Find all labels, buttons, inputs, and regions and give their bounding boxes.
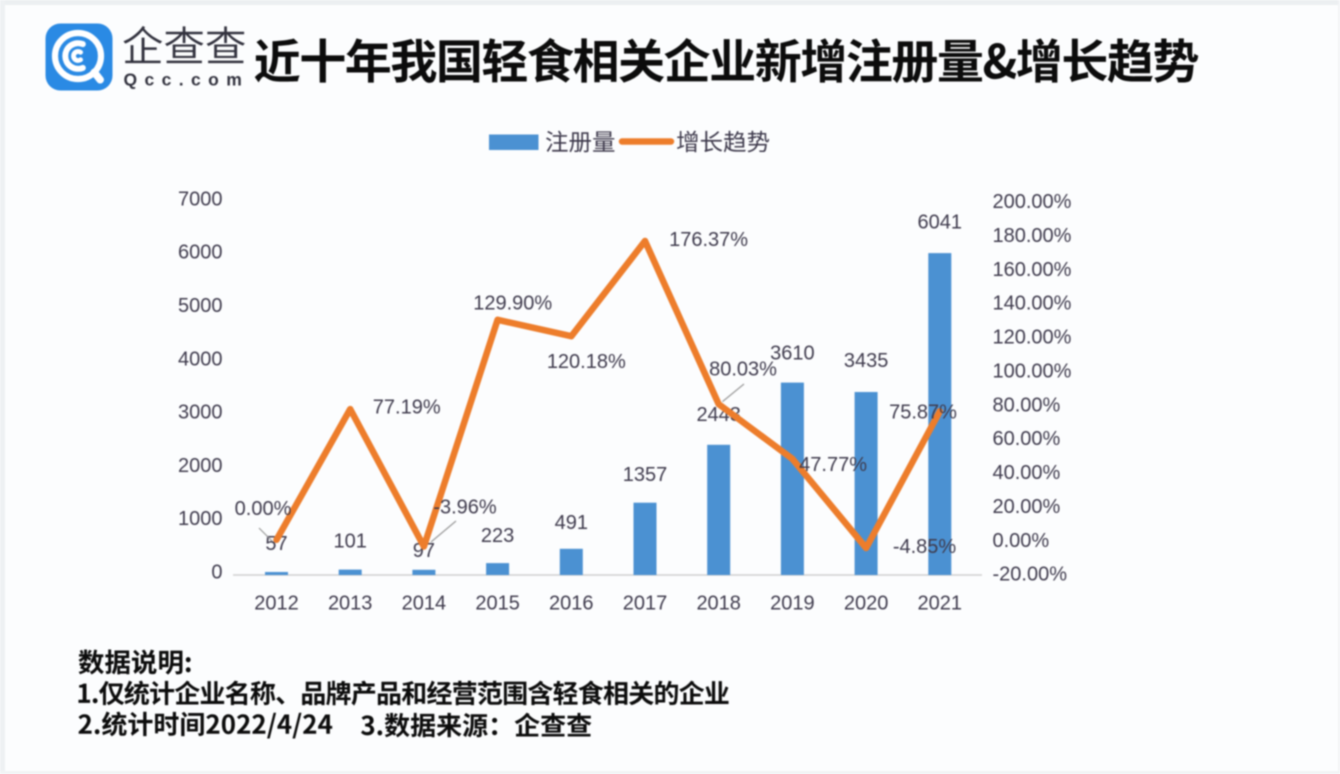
svg-text:3435: 3435 <box>844 350 889 372</box>
svg-text:200.00%: 200.00% <box>993 191 1072 213</box>
svg-text:47.77%: 47.77% <box>799 454 867 476</box>
svg-text:2018: 2018 <box>696 593 741 615</box>
svg-text:6041: 6041 <box>918 212 963 234</box>
svg-text:97: 97 <box>413 540 435 562</box>
svg-text:-3.96%: -3.96% <box>433 497 497 519</box>
svg-text:491: 491 <box>555 512 588 534</box>
svg-text:2017: 2017 <box>623 593 668 615</box>
svg-text:2020: 2020 <box>844 593 889 615</box>
svg-text:40.00%: 40.00% <box>993 462 1061 484</box>
svg-text:60.00%: 60.00% <box>993 428 1061 450</box>
svg-text:3610: 3610 <box>770 343 815 365</box>
svg-text:0.00%: 0.00% <box>993 530 1050 552</box>
svg-text:5000: 5000 <box>178 295 223 317</box>
svg-text:3000: 3000 <box>178 402 223 424</box>
svg-text:2013: 2013 <box>328 593 373 615</box>
svg-text:160.00%: 160.00% <box>993 259 1072 281</box>
svg-text:4000: 4000 <box>178 348 223 370</box>
svg-text:2014: 2014 <box>402 593 447 615</box>
svg-text:100.00%: 100.00% <box>993 360 1072 382</box>
svg-text:120.18%: 120.18% <box>547 351 626 373</box>
svg-text:57: 57 <box>265 533 287 555</box>
svg-text:7000: 7000 <box>178 188 223 210</box>
svg-text:2021: 2021 <box>918 593 963 615</box>
svg-text:2015: 2015 <box>475 593 520 615</box>
svg-text:101: 101 <box>334 531 367 553</box>
svg-text:176.37%: 176.37% <box>669 229 748 251</box>
svg-text:180.00%: 180.00% <box>993 225 1072 247</box>
svg-text:-4.85%: -4.85% <box>893 536 957 558</box>
svg-text:Qcc.com: Qcc.com <box>124 70 250 90</box>
svg-text:1000: 1000 <box>178 508 223 530</box>
svg-text:129.90%: 129.90% <box>473 293 552 315</box>
svg-text:6000: 6000 <box>178 242 223 264</box>
svg-text:80.03%: 80.03% <box>709 359 777 381</box>
svg-text:0.00%: 0.00% <box>235 498 292 520</box>
svg-text:120.00%: 120.00% <box>993 327 1072 349</box>
svg-text:223: 223 <box>481 525 514 547</box>
svg-text:2012: 2012 <box>254 593 299 615</box>
svg-text:-20.00%: -20.00% <box>993 564 1068 586</box>
svg-text:20.00%: 20.00% <box>993 496 1061 518</box>
svg-text:75.87%: 75.87% <box>889 401 957 423</box>
svg-text:2019: 2019 <box>770 593 815 615</box>
svg-text:80.00%: 80.00% <box>993 394 1061 416</box>
svg-text:140.00%: 140.00% <box>993 293 1072 315</box>
svg-text:1357: 1357 <box>623 464 668 486</box>
svg-text:0: 0 <box>211 561 222 583</box>
svg-text:2016: 2016 <box>549 593 594 615</box>
svg-text:2000: 2000 <box>178 455 223 477</box>
svg-text:77.19%: 77.19% <box>373 397 441 419</box>
